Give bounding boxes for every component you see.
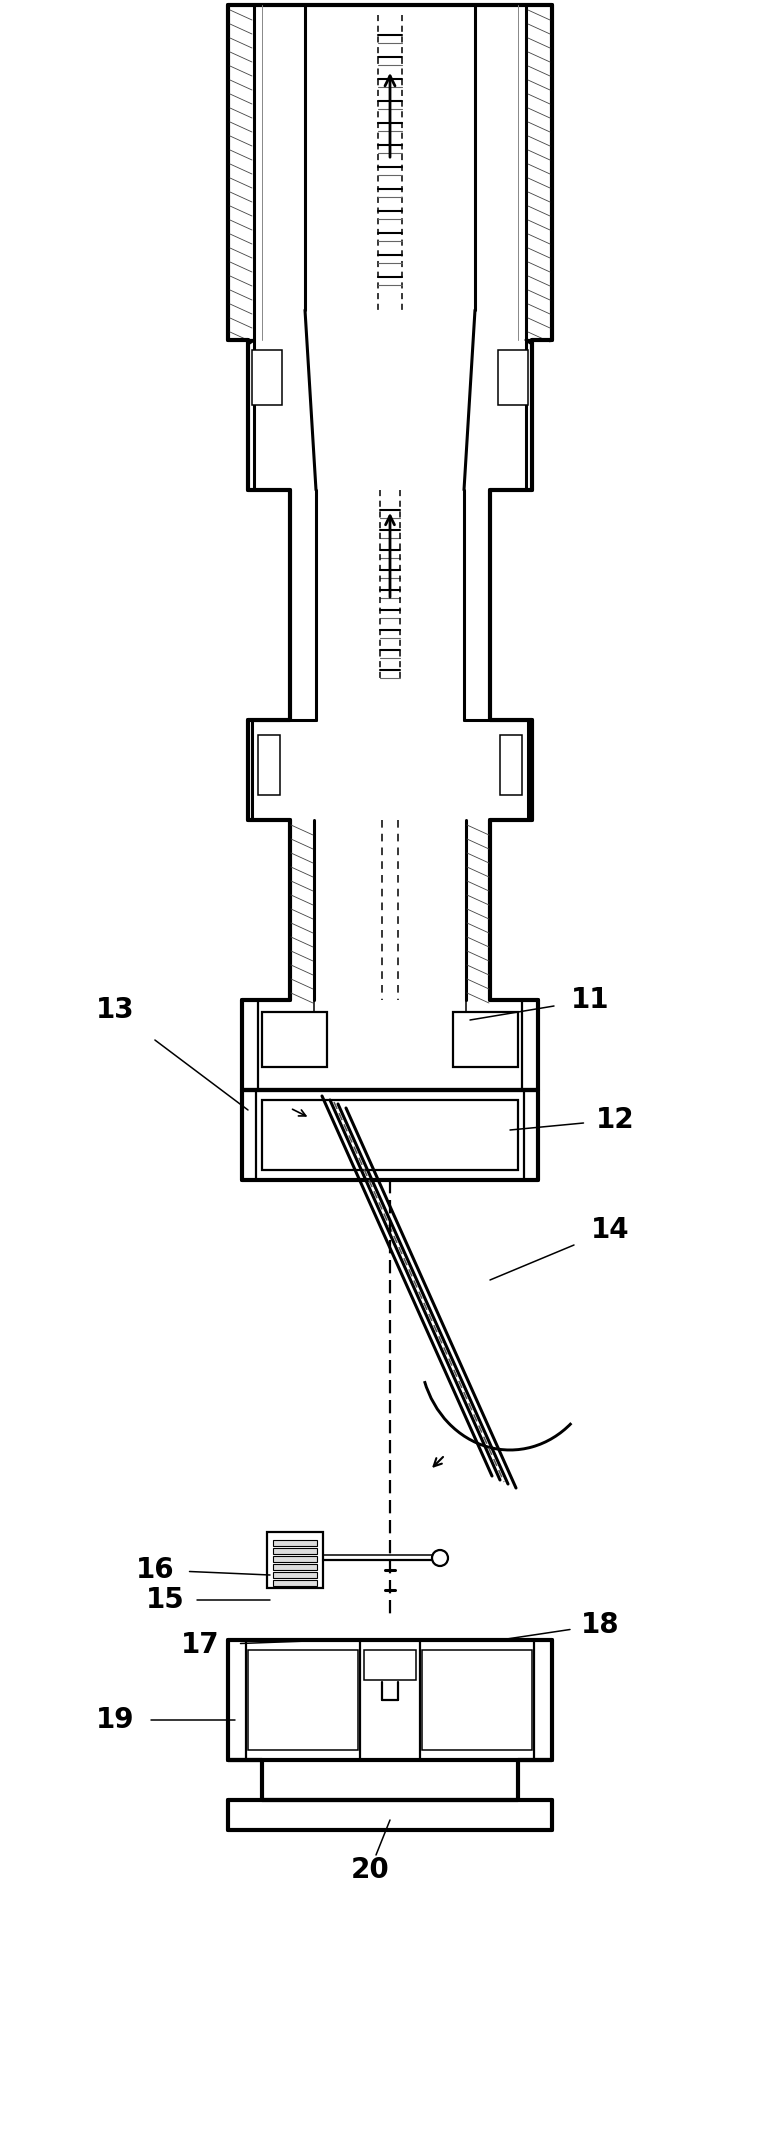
Circle shape [432,1550,448,1565]
Bar [262,1011,327,1067]
Bar [258,735,280,795]
Bar [273,1539,317,1546]
Bar [273,1548,317,1554]
Bar [422,1651,532,1751]
Bar [252,351,282,404]
Text: 17: 17 [181,1631,219,1659]
Text: 11: 11 [571,986,609,1013]
Bar [273,1580,317,1586]
Bar [273,1556,317,1563]
Bar [453,1011,518,1067]
Text: 20: 20 [351,1856,389,1884]
Text: 19: 19 [96,1706,134,1734]
Text: 14: 14 [590,1217,629,1244]
Text: 15: 15 [146,1586,184,1614]
Bar [364,1651,416,1680]
Bar [273,1565,317,1569]
Text: 12: 12 [596,1105,634,1133]
Bar [262,1099,518,1169]
Bar [498,351,528,404]
Text: 13: 13 [96,996,134,1024]
Bar [248,1651,358,1751]
Text: 16: 16 [136,1556,174,1584]
Bar [500,735,522,795]
Bar [273,1571,317,1578]
Bar [267,1533,323,1589]
Text: 18: 18 [580,1612,619,1640]
